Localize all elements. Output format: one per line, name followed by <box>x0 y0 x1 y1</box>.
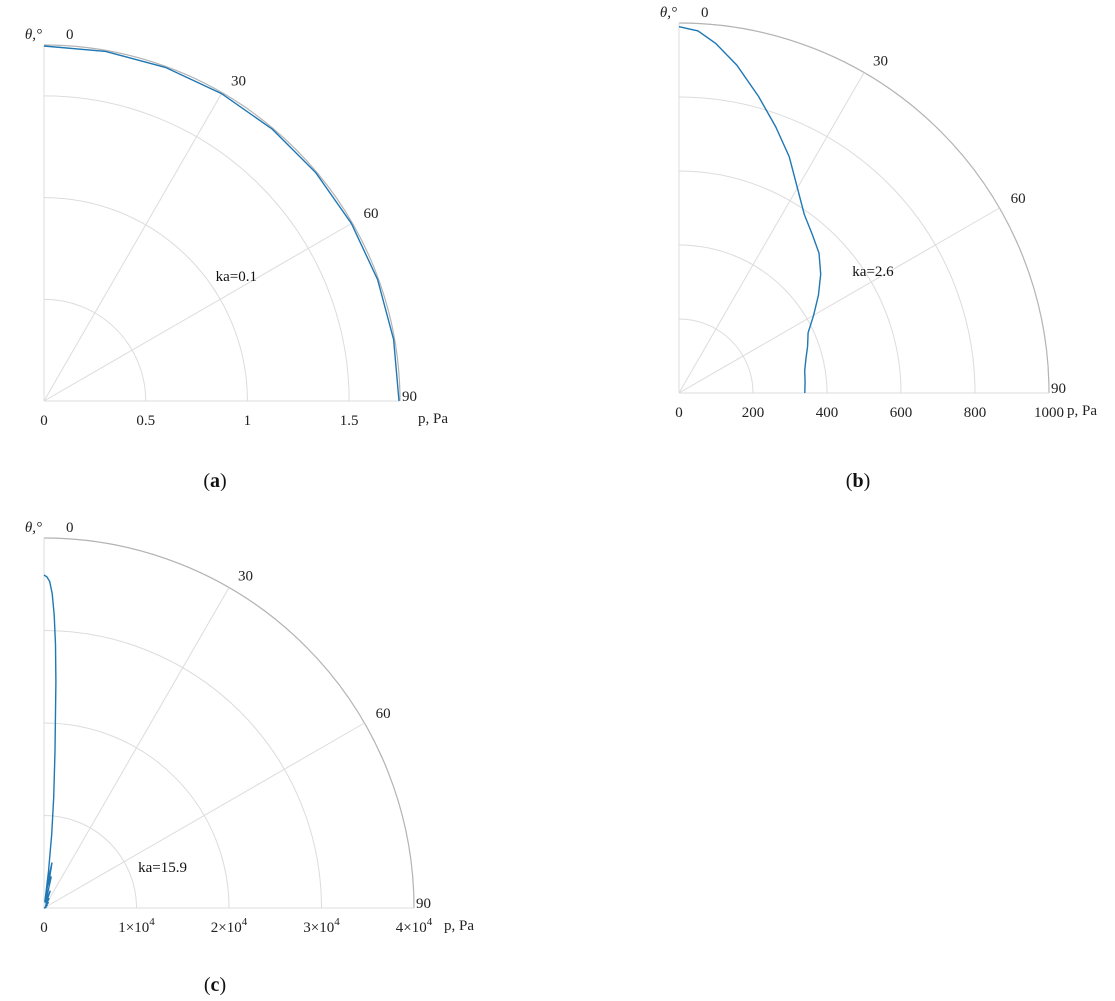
angle-spoke <box>43 587 230 909</box>
angle-tick-label: 0 <box>701 5 709 21</box>
radial-tick-label: 1000 <box>1034 405 1064 421</box>
radial-tick-label: 800 <box>964 405 987 421</box>
polar-plot-a: 0 30 60 90 θ,° 0 0.5 1 1.5 p, Pa ka=0.1 (a) <box>25 27 448 492</box>
radial-grid-arc <box>43 815 137 909</box>
polar-plot-c: 0 30 60 90 θ,° 0 1×104 2×104 3×104 4×104 p, Pa ka=1… <box>25 520 474 996</box>
angle-tick-label: 0 <box>66 520 74 536</box>
angle-spoke <box>678 72 865 394</box>
panel-label: (b) <box>846 470 870 492</box>
radial-grid-arc <box>43 197 248 402</box>
radial-tick-label: 0.5 <box>136 413 155 429</box>
ka-annotation: ka=0.1 <box>216 269 257 285</box>
theta-axis-label: θ,° <box>25 27 42 43</box>
radial-tick-label: 1 <box>244 413 252 429</box>
radial-tick-label: 2×104 <box>211 916 248 936</box>
radial-grid-arc <box>43 722 230 909</box>
angle-tick-label: 90 <box>416 896 431 912</box>
panel-label: (c) <box>204 974 226 996</box>
outer-boundary-arc <box>43 44 401 402</box>
angle-spoke <box>43 722 365 909</box>
radial-tick-label: 0 <box>675 405 683 421</box>
angle-tick-label: 90 <box>1051 381 1066 397</box>
angle-tick-label: 60 <box>364 206 379 222</box>
radial-tick-label: 1×104 <box>118 916 155 936</box>
radial-tick-label: 4×104 <box>396 916 433 936</box>
radial-axis-label: p, Pa <box>444 918 474 934</box>
pressure-curve <box>43 574 57 909</box>
angle-spoke <box>43 92 223 402</box>
outer-boundary-arc <box>43 537 415 909</box>
radial-tick-label: 400 <box>816 405 839 421</box>
theta-axis-label: θ,° <box>25 520 42 536</box>
angle-tick-label: 30 <box>238 568 253 584</box>
radial-grid-arc <box>678 22 1050 394</box>
radial-tick-label: 600 <box>890 405 913 421</box>
pressure-curve <box>678 26 822 394</box>
radial-axis-label: p, Pa <box>1067 403 1097 419</box>
pressure-curve <box>43 45 400 402</box>
angle-tick-label: 30 <box>231 73 246 89</box>
radial-grid-arc <box>43 298 147 402</box>
polar-plot-b: 0 30 60 90 θ,° 0 200 400 600 800 1000 p, Pa ka=2.6 (b… <box>660 5 1097 492</box>
radial-tick-label: 0 <box>40 920 48 936</box>
radial-grid-arc <box>678 96 976 394</box>
radial-grid-arc <box>43 537 415 909</box>
angle-tick-label: 0 <box>66 27 74 43</box>
radial-tick-label: 200 <box>742 405 765 421</box>
radial-tick-label: 0 <box>40 413 48 429</box>
radial-grid-arc <box>678 170 902 394</box>
radial-grid-arc <box>678 318 754 394</box>
radial-grid-arc <box>43 95 350 402</box>
outer-boundary-arc <box>678 22 1050 394</box>
angle-tick-label: 60 <box>376 706 391 722</box>
angle-spoke <box>678 207 1000 394</box>
radial-axis-label: p, Pa <box>418 411 448 427</box>
ka-annotation: ka=15.9 <box>138 860 187 876</box>
radial-grid-arc <box>678 244 828 394</box>
angle-tick-label: 90 <box>402 389 417 405</box>
radial-tick-label: 1.5 <box>340 413 359 429</box>
angle-tick-label: 30 <box>873 53 888 69</box>
ka-annotation: ka=2.6 <box>852 264 894 280</box>
panel-label: (a) <box>203 470 226 492</box>
radial-tick-label: 3×104 <box>303 916 340 936</box>
radial-grid-arc <box>43 630 322 909</box>
angle-spoke <box>43 222 353 402</box>
theta-axis-label: θ,° <box>660 5 677 21</box>
angle-tick-label: 60 <box>1011 191 1026 207</box>
